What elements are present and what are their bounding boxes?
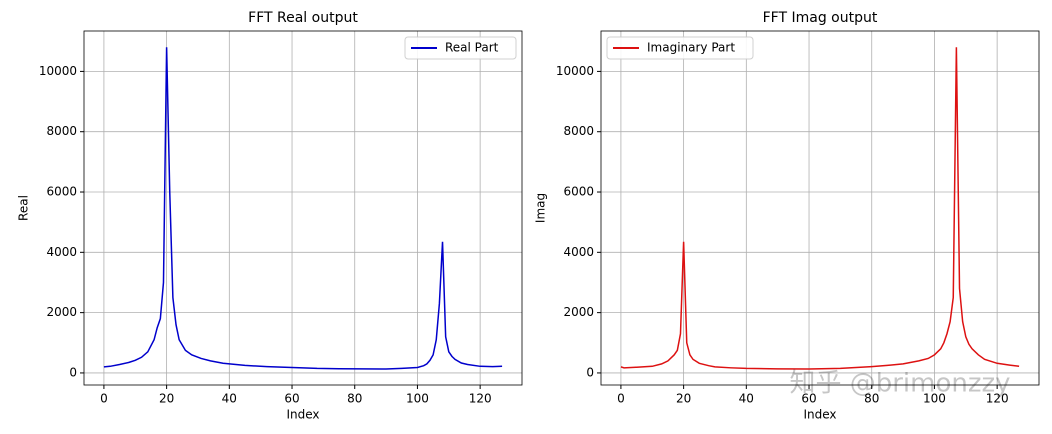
legend-label: Imaginary Part: [647, 41, 735, 55]
y-tick-label: 0: [69, 365, 77, 379]
x-tick-label: 0: [100, 392, 108, 406]
plot-frame: [600, 30, 1040, 386]
x-tick-label: 120: [986, 392, 1009, 406]
legend-box: [606, 36, 754, 60]
y-axis-label: Real: [17, 195, 31, 221]
x-tick-label: 80: [864, 392, 879, 406]
y-tick-label: 6000: [46, 185, 77, 199]
y-tick-label: 10000: [556, 64, 594, 78]
x-tick-label: 20: [676, 392, 691, 406]
y-tick-label: 2000: [563, 305, 594, 319]
x-tick-label: 20: [159, 392, 174, 406]
x-axis-label: Index: [803, 408, 836, 422]
x-tick-label: 60: [284, 392, 299, 406]
plot-frame: [83, 30, 523, 386]
x-tick-label: 0: [617, 392, 625, 406]
line: [103, 47, 503, 370]
y-tick-label: 0: [586, 365, 594, 379]
legend-box: [404, 36, 517, 60]
x-tick-label: 80: [347, 392, 362, 406]
x-axis-label: Index: [286, 408, 319, 422]
chart-title: FFT Real output: [248, 10, 358, 26]
y-tick-label: 4000: [46, 245, 77, 259]
y-tick-label: 6000: [563, 185, 594, 199]
y-tick-label: 8000: [46, 124, 77, 138]
x-tick-label: 120: [469, 392, 492, 406]
y-tick-label: 8000: [563, 124, 594, 138]
y-tick-label: 10000: [39, 64, 77, 78]
y-axis-label: Imag: [534, 193, 548, 223]
watermark: 知乎 @brimonzzy: [789, 369, 1010, 399]
y-tick-label: 4000: [563, 245, 594, 259]
line: [620, 47, 1020, 370]
x-tick-label: 40: [222, 392, 237, 406]
x-tick-label: 100: [923, 392, 946, 406]
x-tick-label: 60: [801, 392, 816, 406]
x-tick-label: 40: [739, 392, 754, 406]
chart-title: FFT Imag output: [763, 10, 878, 26]
legend-label: Real Part: [445, 41, 499, 55]
x-tick-label: 100: [406, 392, 429, 406]
y-tick-label: 2000: [46, 305, 77, 319]
